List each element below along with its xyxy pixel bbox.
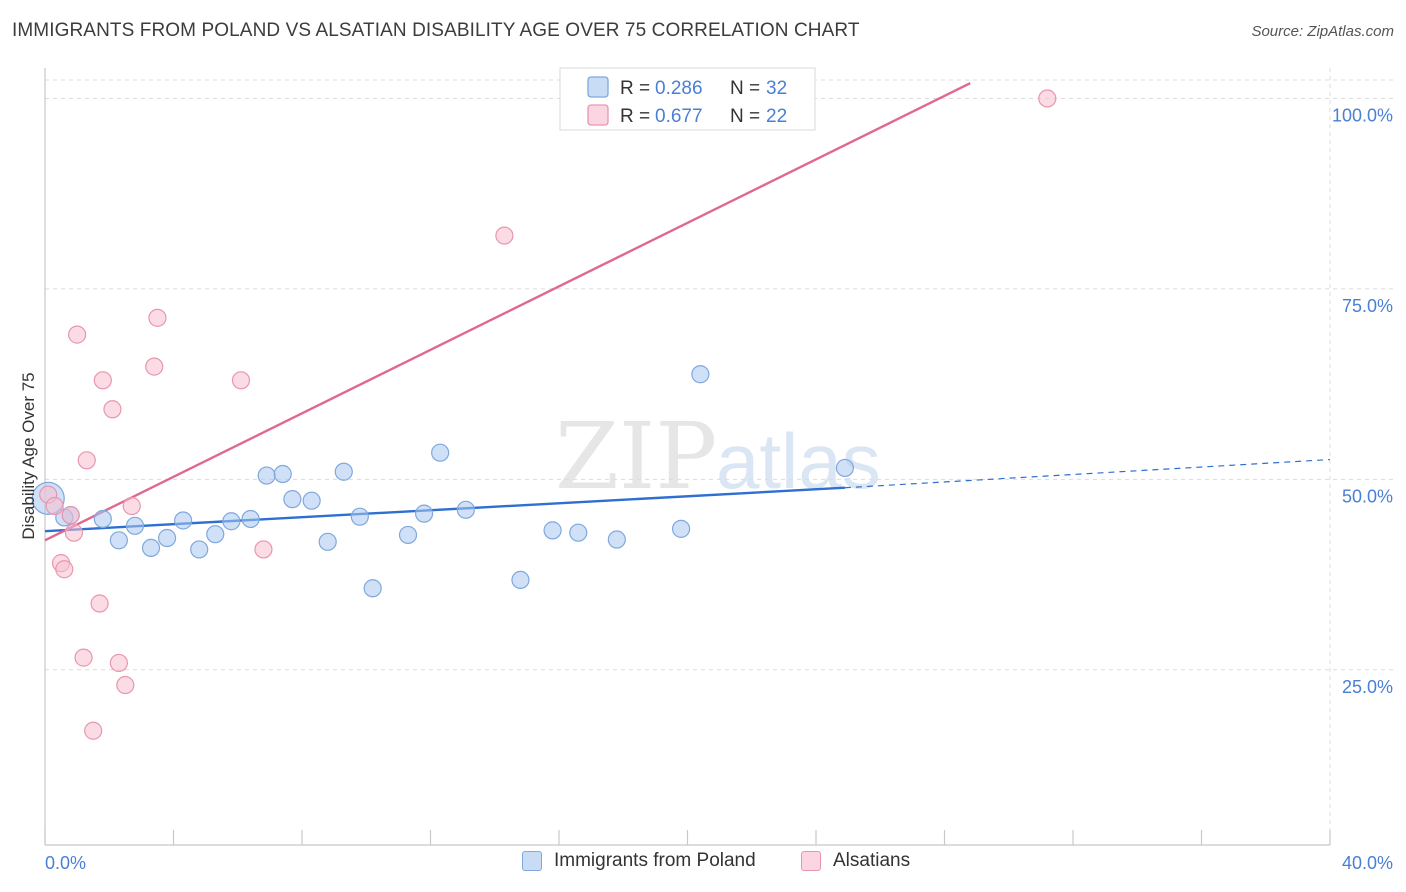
point-alsatians <box>1038 89 1057 108</box>
point-poland <box>671 519 691 538</box>
trend-line-poland <box>44 486 845 533</box>
legend-r-label: R = <box>620 106 650 127</box>
watermark-zip: ZIP <box>555 403 717 510</box>
point-poland <box>543 521 562 540</box>
trend-line-alsatians <box>44 82 971 542</box>
point-alsatians <box>103 400 122 419</box>
point-poland <box>109 531 128 550</box>
point-poland <box>431 443 450 462</box>
point-alsatians <box>84 721 103 740</box>
trend-line-poland-extension <box>844 458 1331 489</box>
point-poland <box>257 466 276 485</box>
legend-n-value: 22 <box>766 106 787 127</box>
point-poland <box>157 528 177 548</box>
point-poland <box>141 538 161 558</box>
point-alsatians <box>254 540 273 559</box>
legend-swatch-alsatians <box>801 851 821 871</box>
y-tick-label: 50.0% <box>1342 486 1393 506</box>
chart-title: IMMIGRANTS FROM POLAND VS ALSATIAN DISAB… <box>12 20 860 41</box>
point-alsatians <box>55 560 74 579</box>
legend-label-poland: Immigrants from Poland <box>554 850 756 871</box>
point-poland <box>190 540 209 559</box>
point-alsatians <box>64 523 84 542</box>
point-poland <box>283 490 302 509</box>
legend-top: R = 0.286 N = 32 R = 0.677 N = 22 <box>559 67 816 131</box>
y-tick-labels: 25.0% 50.0% 75.0% 100.0% <box>1332 105 1393 696</box>
legend-label-alsatians: Alsatians <box>833 850 911 871</box>
point-poland <box>318 532 337 551</box>
legend-swatch <box>587 104 609 126</box>
point-poland <box>350 507 369 526</box>
point-alsatians <box>109 653 128 673</box>
watermark-atlas: atlas <box>716 417 881 505</box>
point-alsatians <box>116 675 135 695</box>
point-alsatians <box>495 226 514 245</box>
point-poland <box>273 464 292 484</box>
x-tick-label: 0.0% <box>45 853 86 873</box>
point-poland <box>93 509 112 529</box>
point-alsatians <box>93 371 112 390</box>
point-poland <box>206 525 225 544</box>
point-alsatians <box>145 357 164 376</box>
data-points <box>31 89 1057 740</box>
legend-item-poland: Immigrants from Poland <box>522 850 756 872</box>
point-poland <box>691 365 710 384</box>
x-tick-label: 40.0% <box>1342 853 1393 873</box>
y-tick-label: 75.0% <box>1342 296 1393 316</box>
y-tick-label: 100.0% <box>1332 105 1393 125</box>
point-poland <box>398 525 418 545</box>
legend-r-value: 0.286 <box>655 78 703 99</box>
point-poland <box>456 500 475 519</box>
point-poland <box>302 491 321 510</box>
point-alsatians <box>122 496 141 516</box>
legend-r-value: 0.677 <box>655 106 703 127</box>
point-alsatians <box>61 506 80 525</box>
legend-r-label: R = <box>620 78 650 99</box>
legend-bottom: Immigrants from Poland Alsatians <box>0 850 1406 880</box>
point-alsatians <box>68 325 87 344</box>
point-alsatians <box>77 451 96 470</box>
point-alsatians <box>231 371 251 390</box>
legend-n-label: N = <box>730 78 760 99</box>
watermark: ZIP atlas <box>555 403 881 510</box>
source-label: Source: ZipAtlas.com <box>1251 23 1394 40</box>
legend-swatch-poland <box>522 851 542 871</box>
point-alsatians <box>74 648 93 667</box>
point-poland <box>334 462 353 481</box>
point-poland <box>241 509 260 529</box>
point-alsatians <box>45 496 64 516</box>
point-poland <box>125 516 145 535</box>
y-axis-title: Disability Age Over 75 <box>19 372 38 539</box>
point-poland <box>174 511 193 530</box>
legend-swatch <box>587 76 609 98</box>
axes <box>44 68 1331 846</box>
legend-n-value: 32 <box>766 78 787 99</box>
point-alsatians <box>90 594 109 613</box>
point-poland <box>363 579 382 598</box>
point-poland <box>414 504 434 523</box>
point-poland <box>222 512 241 531</box>
legend-n-label: N = <box>730 106 760 127</box>
x-tick-labels: 0.0% 40.0% <box>45 853 1393 873</box>
point-poland <box>835 458 855 478</box>
point-poland <box>607 530 626 549</box>
point-poland <box>569 523 588 542</box>
y-tick-label: 25.0% <box>1342 677 1393 697</box>
point-poland <box>511 570 530 590</box>
point-alsatians <box>148 308 167 327</box>
legend-item-alsatians: Alsatians <box>801 850 910 872</box>
